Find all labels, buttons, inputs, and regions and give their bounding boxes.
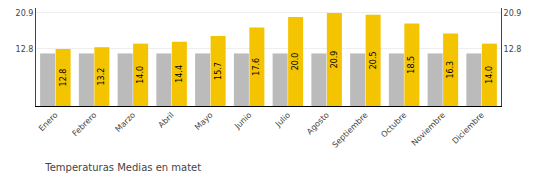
svg-text:Noviembre: Noviembre <box>410 110 447 147</box>
svg-text:Septiembre: Septiembre <box>331 110 370 149</box>
svg-text:Marzo: Marzo <box>114 110 138 134</box>
svg-text:Enero: Enero <box>37 110 60 133</box>
svg-text:13.2: 13.2 <box>97 68 106 86</box>
svg-text:20.9: 20.9 <box>330 51 339 69</box>
svg-text:15.7: 15.7 <box>214 62 223 80</box>
svg-text:Diciembre: Diciembre <box>451 110 486 145</box>
svg-text:Febrero: Febrero <box>71 110 99 138</box>
svg-text:18.5: 18.5 <box>407 56 416 74</box>
svg-text:20.9: 20.9 <box>16 9 34 18</box>
svg-text:20.5: 20.5 <box>369 51 378 69</box>
svg-text:14.0: 14.0 <box>485 66 494 84</box>
svg-text:Junio: Junio <box>232 110 253 131</box>
svg-text:20.9: 20.9 <box>504 9 522 18</box>
svg-text:Temperaturas Medias en matet: Temperaturas Medias en matet <box>44 162 201 173</box>
svg-text:Octubre: Octubre <box>379 110 408 139</box>
svg-text:20.0: 20.0 <box>291 53 300 71</box>
svg-text:12.8: 12.8 <box>504 45 522 54</box>
svg-text:Agosto: Agosto <box>305 110 331 136</box>
svg-text:Mayo: Mayo <box>193 110 215 132</box>
svg-text:Abril: Abril <box>157 110 176 129</box>
svg-text:Julio: Julio <box>273 110 292 129</box>
svg-text:12.8: 12.8 <box>59 69 68 87</box>
svg-text:17.6: 17.6 <box>252 58 261 76</box>
svg-text:12.8: 12.8 <box>16 45 34 54</box>
svg-text:14.0: 14.0 <box>136 66 145 84</box>
svg-text:14.4: 14.4 <box>175 65 184 83</box>
svg-text:16.3: 16.3 <box>446 61 455 79</box>
